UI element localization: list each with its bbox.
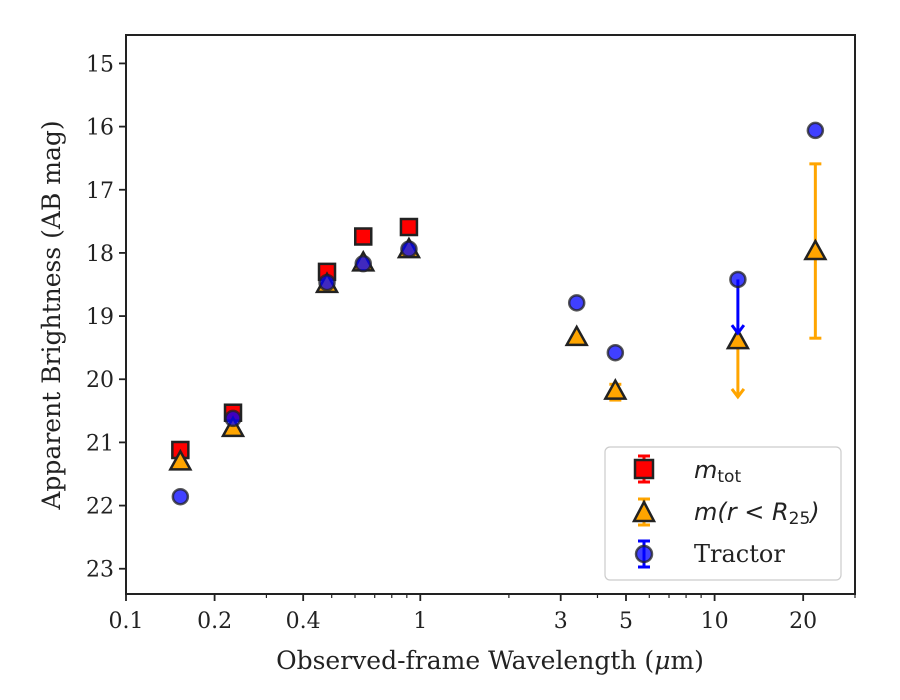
series-layer (168, 121, 828, 506)
tractor-point (729, 270, 747, 289)
tractor-point (354, 254, 373, 273)
mr25-point (603, 378, 628, 400)
y-tick-label: 23 (86, 558, 114, 583)
tractor-point (318, 273, 336, 292)
y-tick-label: 20 (86, 368, 114, 393)
tractor-point (806, 121, 825, 140)
legend-item-mtot: mtot (633, 454, 741, 487)
tractor-point (224, 409, 242, 428)
x-tick-label: 1 (413, 609, 427, 634)
x-tick-label: 3 (554, 609, 568, 634)
y-tick-label: 18 (86, 242, 114, 267)
legend-tractor-label: Tractor (694, 540, 785, 568)
x-tick-label: 0.2 (197, 609, 232, 634)
mtot-point (399, 217, 419, 237)
x-tick-label: 5 (619, 609, 633, 634)
tractor-point (567, 294, 586, 312)
legend-box (604, 446, 842, 581)
tractor-point (400, 240, 418, 258)
legend-tractor-marker (634, 544, 654, 564)
x-axis-label: Observed-frame Wavelength (μm) (276, 646, 704, 675)
y-tick-label: 22 (86, 495, 114, 520)
plot-frame (125, 34, 856, 595)
y-tick-label: 19 (86, 305, 114, 330)
legend: mtot m(r < R25) Tractor (604, 446, 842, 581)
legend-mr25-label: m(r < R25) (694, 498, 820, 529)
x-tick-label: 0.4 (286, 609, 321, 634)
mr25-point (564, 324, 589, 347)
legend-item-mr25: m(r < R25) (631, 497, 820, 529)
x-tick-label: 20 (789, 609, 817, 634)
tractor-point (171, 487, 190, 506)
y-axis-label: Apparent Brightness (AB mag) (37, 120, 66, 510)
tractor-limit-arrow (730, 324, 746, 336)
tractor-point (606, 343, 625, 362)
mtot-point (354, 227, 373, 246)
x-tick-label: 0.1 (109, 609, 144, 634)
legend-item-tractor: Tractor (634, 539, 785, 569)
legend-mr25-marker (631, 499, 657, 523)
axis-ticks: 0.1 0.2 0.4 1 3 5 10 20 15 16 17 18 19 20 21 22 23 (86, 52, 856, 634)
x-tick-label: 10 (701, 609, 729, 634)
legend-mtot-label: mtot (694, 456, 741, 487)
legend-mtot-marker (633, 458, 655, 480)
y-tick-label: 17 (86, 179, 114, 204)
y-tick-label: 16 (86, 116, 114, 141)
mr25-limit-arrow (730, 388, 746, 400)
mr25-point (725, 327, 751, 350)
y-tick-label: 21 (86, 431, 114, 456)
mr25-point (168, 448, 193, 471)
mr25-point (803, 238, 828, 261)
series-tractor (171, 121, 825, 506)
y-tick-label: 15 (86, 52, 114, 77)
